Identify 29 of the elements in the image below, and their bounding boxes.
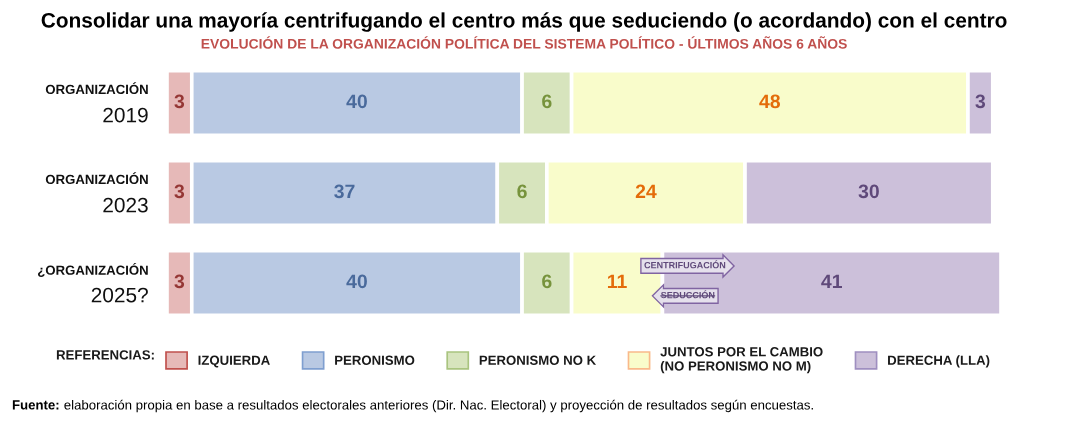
legend-label: JUNTOS POR EL CAMBIO (NO PERONISMO NO M) [660,347,823,374]
data-label: 48 [759,94,781,109]
chart-title: Consolidar una mayoría centrifugando el centro más que seduciendo (o acordando) con el centro [41,12,1007,32]
source-note: Fuente: [12,400,59,410]
data-label: 30 [858,184,879,199]
data-label: 24 [635,184,657,199]
legend-label: DERECHA (LLA) [888,355,990,368]
y-tick-label: ORGANIZACIÓN 2019 [45,82,148,123]
legend-label: IZQUIERDA [198,355,270,368]
data-label: 3 [174,94,185,109]
legend-label: PERONISMO [335,355,415,365]
y-tick-label: ¿ORGANIZACIÓN 2025? [37,263,148,303]
data-label: 41 [821,274,842,289]
annotation: CENTRIFUGACIÓN [644,260,726,269]
data-label: 3 [975,94,986,109]
y-tick-label: ORGANIZACIÓN 2023 [45,172,148,213]
legend-title: REFERENCIAS: [56,350,154,360]
data-label: 11 [607,274,627,289]
data-label: 6 [517,184,527,199]
chart-subtitle: EVOLUCIÓN DE LA ORGANIZACIÓN POLÍTICA DEL SISTEMA POLÍTICO - ÚLTIMOS AÑOS 6 AÑOS [201,36,847,49]
data-label: 6 [542,274,552,289]
text: elaboración propia en base a resultados electorales anteriores (Dir. Nac. Electoral) y proyección de resultados según encuestas. [64,399,813,413]
data-label: 40 [346,274,367,289]
data-label: 3 [174,184,185,199]
data-label: 3 [174,274,185,289]
data-label: 40 [346,94,367,109]
data-label: 37 [334,184,355,199]
data-label: 6 [542,94,552,109]
legend-label: PERONISMO NO K [479,355,597,365]
